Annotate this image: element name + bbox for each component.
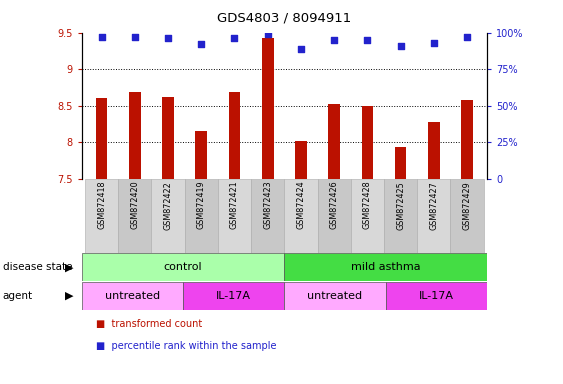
Text: untreated: untreated bbox=[105, 291, 160, 301]
Bar bbox=[129, 92, 141, 179]
Text: GSM872424: GSM872424 bbox=[297, 181, 306, 229]
Text: disease state: disease state bbox=[3, 262, 72, 272]
Bar bbox=[328, 104, 340, 179]
Bar bbox=[417, 179, 450, 253]
Bar bbox=[284, 253, 487, 281]
Point bbox=[396, 43, 405, 49]
Point bbox=[130, 34, 139, 40]
Bar bbox=[195, 131, 207, 179]
Bar bbox=[461, 101, 473, 179]
Bar bbox=[262, 38, 274, 179]
Bar bbox=[284, 282, 386, 310]
Text: GSM872425: GSM872425 bbox=[396, 181, 405, 230]
Bar bbox=[85, 179, 118, 253]
Text: GSM872429: GSM872429 bbox=[463, 181, 472, 230]
Text: ▶: ▶ bbox=[65, 262, 73, 272]
Point bbox=[363, 37, 372, 43]
Text: GDS4803 / 8094911: GDS4803 / 8094911 bbox=[217, 12, 351, 25]
Text: agent: agent bbox=[3, 291, 33, 301]
Bar bbox=[428, 122, 440, 179]
Text: ■  percentile rank within the sample: ■ percentile rank within the sample bbox=[96, 341, 276, 351]
Bar bbox=[318, 179, 351, 253]
Text: IL-17A: IL-17A bbox=[216, 291, 251, 301]
Text: GSM872422: GSM872422 bbox=[163, 181, 172, 230]
Bar bbox=[395, 147, 406, 179]
Text: ▶: ▶ bbox=[65, 291, 73, 301]
Bar bbox=[295, 141, 307, 179]
Text: GSM872419: GSM872419 bbox=[196, 181, 205, 229]
Point bbox=[330, 37, 339, 43]
Text: GSM872418: GSM872418 bbox=[97, 181, 106, 229]
Text: GSM872420: GSM872420 bbox=[130, 181, 139, 229]
Bar bbox=[450, 179, 484, 253]
Bar bbox=[386, 282, 487, 310]
Point bbox=[196, 41, 205, 47]
Point bbox=[297, 46, 306, 52]
Bar bbox=[384, 179, 417, 253]
Point bbox=[463, 34, 472, 40]
Bar bbox=[151, 179, 185, 253]
Point bbox=[263, 31, 272, 37]
Bar bbox=[82, 282, 183, 310]
Text: GSM872421: GSM872421 bbox=[230, 181, 239, 229]
Point bbox=[163, 35, 172, 41]
Text: ■  transformed count: ■ transformed count bbox=[96, 319, 202, 329]
Bar bbox=[251, 179, 284, 253]
Bar bbox=[185, 179, 218, 253]
Text: mild asthma: mild asthma bbox=[351, 262, 421, 272]
Text: GSM872428: GSM872428 bbox=[363, 181, 372, 229]
Text: GSM872427: GSM872427 bbox=[430, 181, 439, 230]
Text: control: control bbox=[164, 262, 202, 272]
Point bbox=[97, 34, 106, 40]
Bar bbox=[351, 179, 384, 253]
Point bbox=[230, 35, 239, 41]
Point bbox=[430, 40, 439, 46]
Bar bbox=[118, 179, 151, 253]
Bar bbox=[162, 97, 174, 179]
Bar bbox=[284, 179, 318, 253]
Text: untreated: untreated bbox=[307, 291, 363, 301]
Bar bbox=[218, 179, 251, 253]
Text: GSM872423: GSM872423 bbox=[263, 181, 272, 229]
Bar bbox=[183, 282, 284, 310]
Text: IL-17A: IL-17A bbox=[419, 291, 454, 301]
Bar bbox=[82, 253, 284, 281]
Bar bbox=[361, 106, 373, 179]
Bar bbox=[229, 93, 240, 179]
Bar bbox=[96, 98, 108, 179]
Text: GSM872426: GSM872426 bbox=[330, 181, 339, 229]
